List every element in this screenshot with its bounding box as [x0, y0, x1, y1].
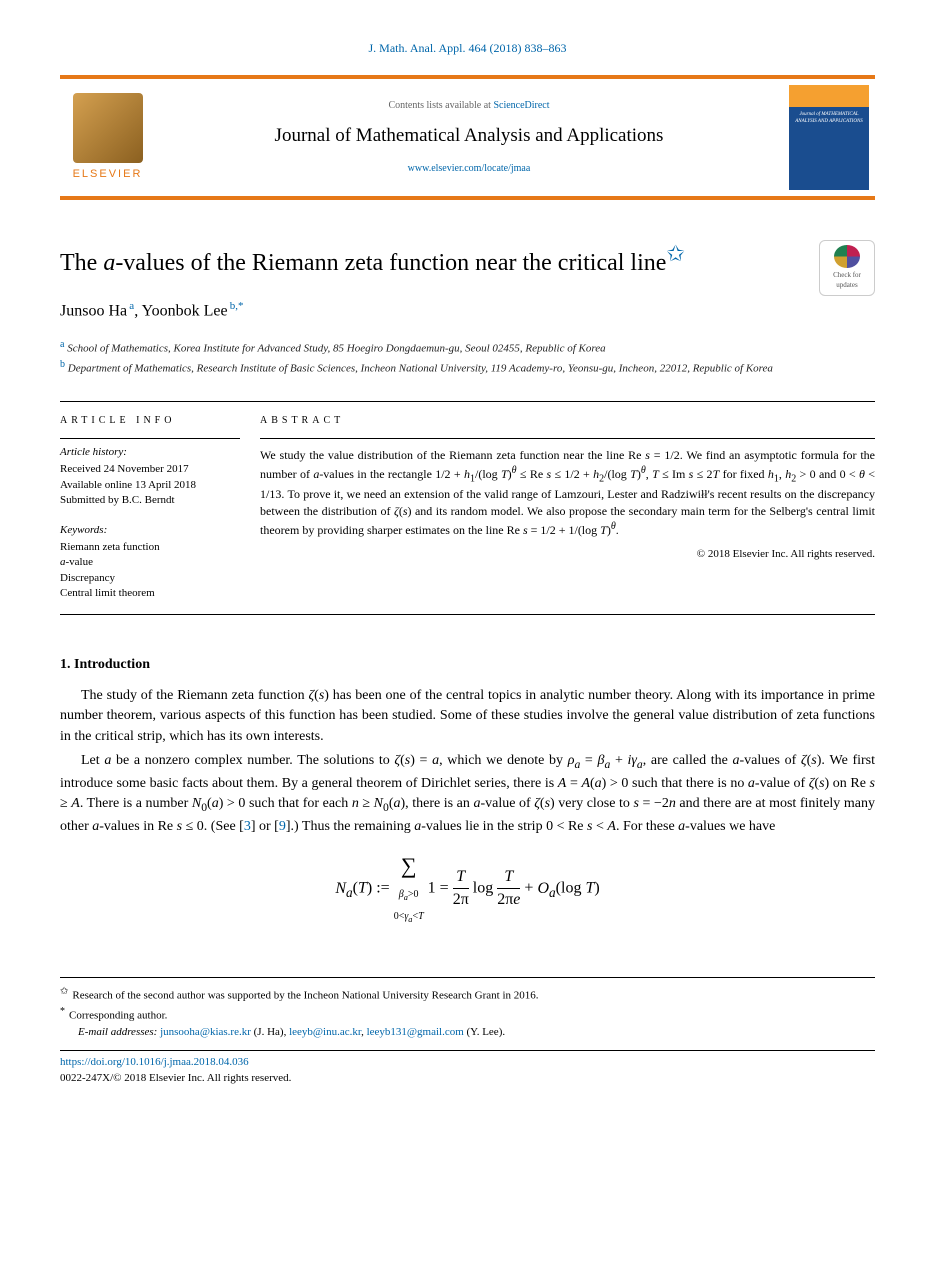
keywords-heading: Keywords:	[60, 523, 240, 538]
doi-link[interactable]: https://doi.org/10.1016/j.jmaa.2018.04.0…	[60, 1056, 249, 1068]
abstract-copyright: © 2018 Elsevier Inc. All rights reserved…	[260, 547, 875, 562]
email-link[interactable]: junsooha@kias.re.kr	[160, 1026, 251, 1038]
funding-text: Research of the second author was suppor…	[72, 989, 538, 1001]
keywords-block: Keywords: Riemann zeta function a-value …	[60, 523, 240, 602]
intro-paragraph-1: The study of the Riemann zeta function ζ…	[60, 686, 875, 747]
citation-line: J. Math. Anal. Appl. 464 (2018) 838–863	[60, 40, 875, 57]
history-heading: Article history:	[60, 445, 240, 460]
article-history: Article history: Received 24 November 20…	[60, 438, 240, 509]
aff-text-b: Department of Mathematics, Research Inst…	[68, 363, 773, 375]
aff-text-a: School of Mathematics, Korea Institute f…	[67, 342, 605, 354]
article-info-label: article info	[60, 414, 240, 428]
abstract-text: We study the value distribution of the R…	[260, 447, 875, 539]
email-who: (J. Ha)	[254, 1026, 284, 1038]
funding-star-icon[interactable]: ✩	[666, 241, 684, 266]
check-updates-text2: updates	[836, 281, 857, 291]
elsevier-label: ELSEVIER	[73, 167, 143, 182]
section-heading: 1. Introduction	[60, 655, 875, 675]
contents-available: Contents lists available at ScienceDirec…	[388, 99, 549, 113]
keyword: Discrepancy	[60, 571, 240, 586]
article-info-column: article info Article history: Received 2…	[60, 414, 260, 602]
email-link[interactable]: leeyb131@gmail.com	[367, 1026, 464, 1038]
keyword: Riemann zeta function	[60, 540, 240, 555]
journal-name: Journal of Mathematical Analysis and App…	[275, 123, 664, 150]
keyword: a-value	[60, 555, 240, 570]
equation-na: Na(T) := ∑βa>00<γa<T 1 = T2π log T2πe + …	[60, 851, 875, 927]
affiliation-b: b Department of Mathematics, Research In…	[60, 357, 875, 377]
check-updates-text1: Check for	[833, 271, 861, 281]
cover-title: Journal of MATHEMATICAL ANALYSIS AND APP…	[793, 111, 865, 125]
email-link[interactable]: leeyb@inu.ac.kr	[289, 1026, 361, 1038]
section-introduction: 1. Introduction The study of the Riemann…	[60, 655, 875, 927]
affiliations: a School of Mathematics, Korea Institute…	[60, 337, 875, 377]
header-center: Contents lists available at ScienceDirec…	[155, 79, 783, 196]
abstract-label: abstract	[260, 414, 875, 428]
article-title: The a-values of the Riemann zeta functio…	[60, 240, 875, 279]
title-text: The a-values of the Riemann zeta functio…	[60, 250, 666, 276]
corresponding-footnote: * Corresponding author.	[60, 1004, 875, 1024]
article-header: Check for updates The a-values of the Ri…	[60, 240, 875, 377]
journal-url-link[interactable]: www.elsevier.com/locate/jmaa	[408, 162, 531, 176]
affiliation-a: a School of Mathematics, Korea Institute…	[60, 337, 875, 357]
history-line: Received 24 November 2017	[60, 462, 240, 477]
asterisk-icon: *	[60, 1006, 65, 1017]
elsevier-logo[interactable]: ELSEVIER	[60, 79, 155, 196]
doi-block: https://doi.org/10.1016/j.jmaa.2018.04.0…	[60, 1050, 875, 1086]
journal-cover-thumbnail[interactable]: Journal of MATHEMATICAL ANALYSIS AND APP…	[789, 85, 869, 190]
corresponding-text: Corresponding author.	[69, 1009, 167, 1021]
email-who: (Y. Lee)	[467, 1026, 503, 1038]
elsevier-tree-icon	[73, 93, 143, 163]
citation-link[interactable]: J. Math. Anal. Appl. 464 (2018) 838–863	[369, 41, 567, 55]
email-prefix: E-mail addresses:	[78, 1026, 160, 1038]
history-line: Available online 13 April 2018	[60, 478, 240, 493]
intro-paragraph-2: Let a be a nonzero complex number. The s…	[60, 751, 875, 837]
keyword: Central limit theorem	[60, 586, 240, 601]
authors: Junsoo Ha a, Yoonbok Lee b,*	[60, 299, 875, 323]
aff-label-a: a	[60, 339, 64, 350]
contents-prefix: Contents lists available at	[388, 100, 493, 111]
sciencedirect-link[interactable]: ScienceDirect	[493, 100, 549, 111]
funding-footnote: ✩ Research of the second author was suppo…	[60, 984, 875, 1004]
history-line: Submitted by B.C. Berndt	[60, 493, 240, 508]
check-updates-badge[interactable]: Check for updates	[819, 240, 875, 296]
crossmark-icon	[834, 245, 860, 268]
abstract-column: abstract We study the value distribution…	[260, 414, 875, 602]
footnotes: ✩ Research of the second author was suppo…	[60, 977, 875, 1041]
abstract-divider	[260, 438, 875, 439]
aff-label-b: b	[60, 359, 65, 370]
issn-copyright: 0022-247X/© 2018 Elsevier Inc. All right…	[60, 1072, 291, 1084]
journal-header: ELSEVIER Contents lists available at Sci…	[60, 75, 875, 200]
info-abstract-row: article info Article history: Received 2…	[60, 401, 875, 615]
star-icon: ✩	[60, 986, 68, 997]
email-footnote: E-mail addresses: junsooha@kias.re.kr (J…	[60, 1024, 875, 1041]
